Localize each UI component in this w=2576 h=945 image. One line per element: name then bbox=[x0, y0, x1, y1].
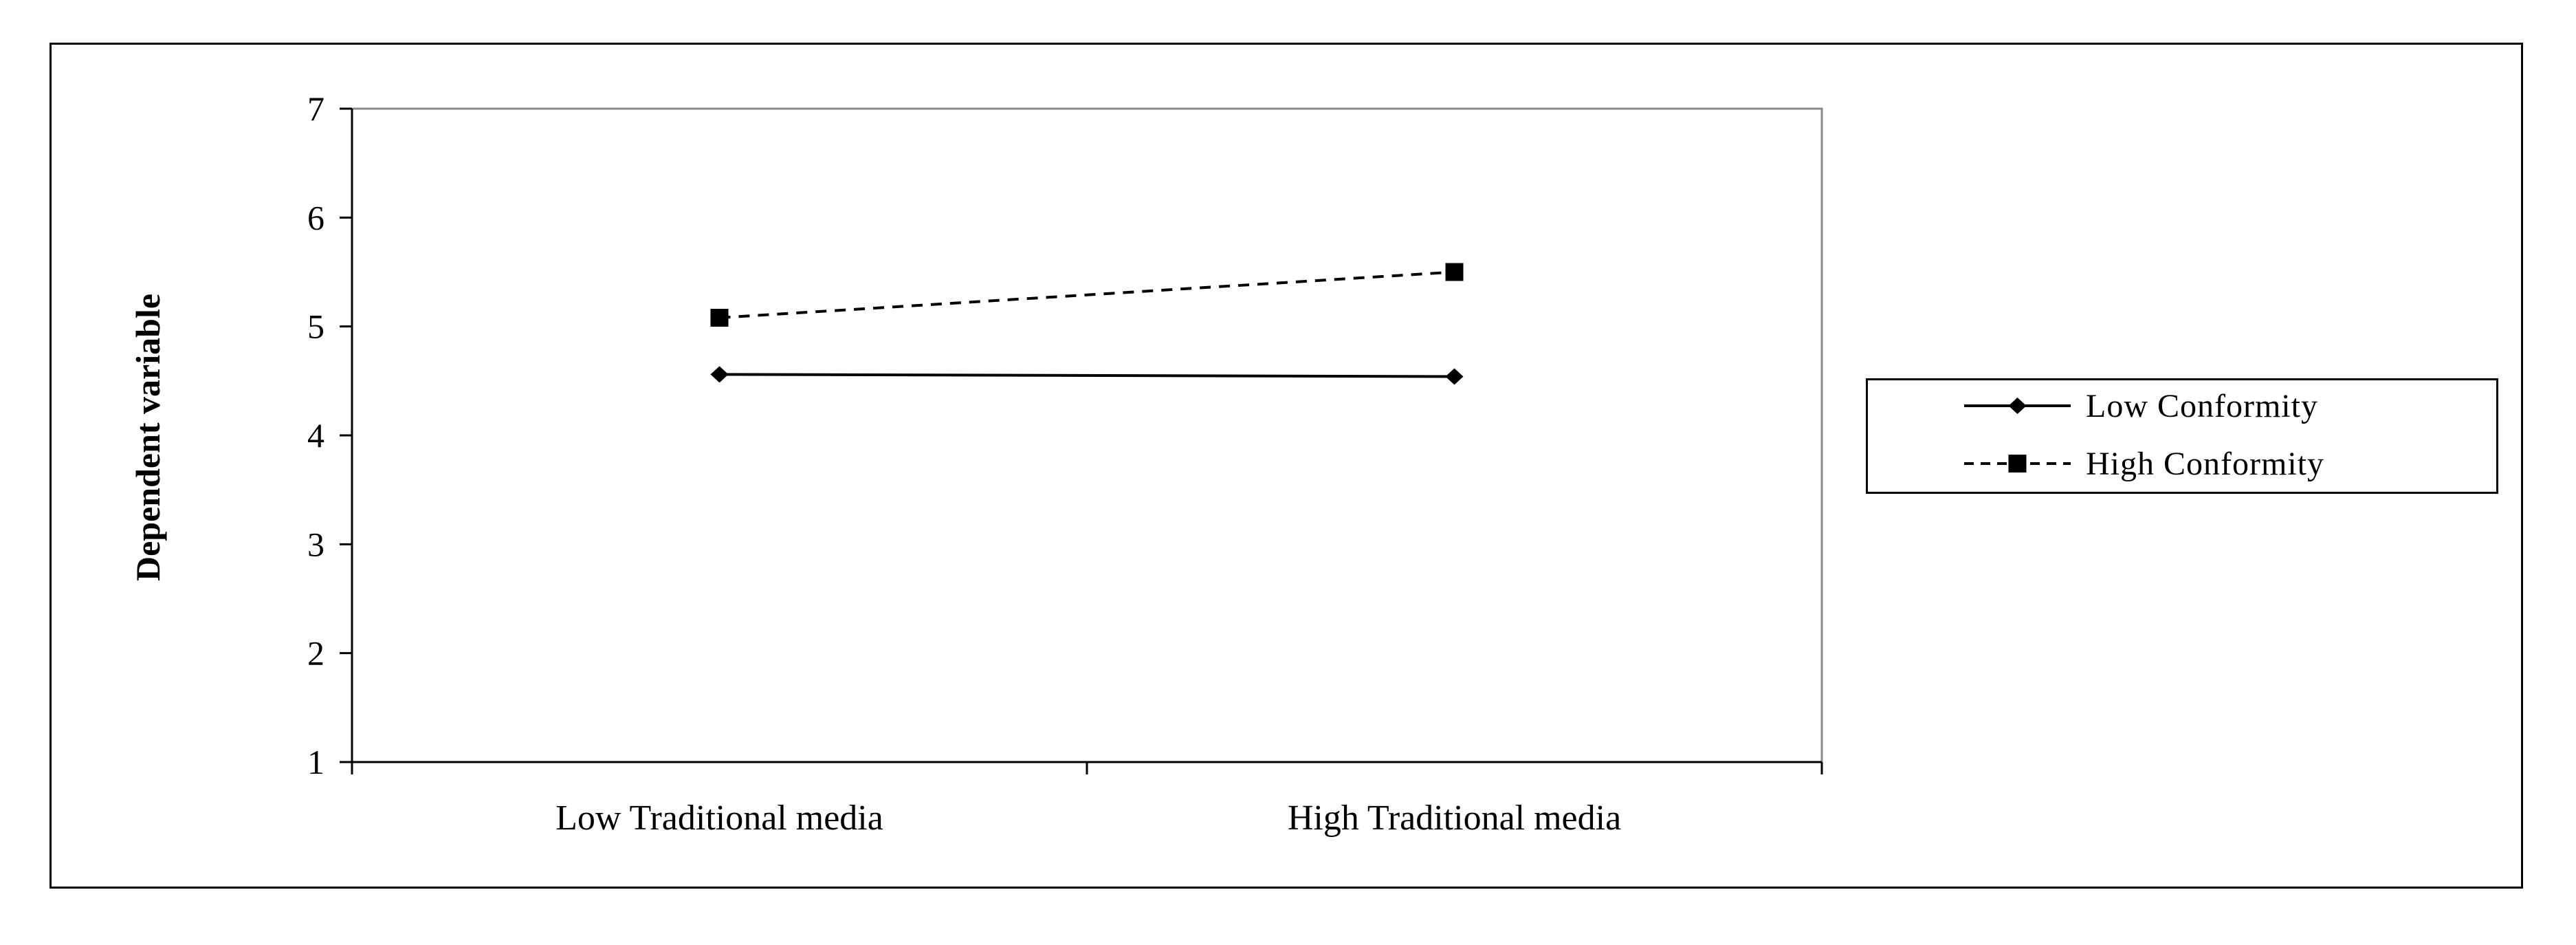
y-tick-label: 3 bbox=[307, 525, 324, 563]
y-axis-title: Dependent variable bbox=[129, 294, 167, 581]
legend-label: High Conformity bbox=[2086, 446, 2324, 482]
y-tick-label: 7 bbox=[307, 89, 324, 128]
y-tick-label: 1 bbox=[307, 743, 324, 781]
data-point-marker bbox=[1445, 263, 1464, 281]
data-point-marker bbox=[710, 309, 729, 327]
y-tick-label: 6 bbox=[307, 198, 324, 237]
data-point-marker bbox=[1445, 368, 1464, 385]
legend-marker bbox=[2008, 455, 2027, 472]
data-point-marker bbox=[710, 366, 729, 383]
legend-items: Low Conformity High Conformity bbox=[1964, 388, 2324, 482]
legend-marker bbox=[2008, 398, 2027, 414]
chart-frame bbox=[49, 43, 2523, 889]
legend-label: Low Conformity bbox=[2086, 388, 2318, 424]
series-line-2 bbox=[719, 270, 1455, 319]
y-axis-ticks: 1 2 3 4 5 6 7 bbox=[307, 89, 352, 781]
x-category-label: High Traditional media bbox=[1288, 799, 1621, 838]
y-tick-label: 4 bbox=[307, 416, 324, 455]
legend bbox=[1866, 378, 2498, 494]
y-tick-label: 2 bbox=[307, 634, 324, 673]
series-layer bbox=[710, 263, 1464, 385]
series-line-1 bbox=[719, 373, 1455, 378]
x-axis-ticks: Low Traditional media High Traditional me… bbox=[351, 762, 1823, 838]
y-tick-label: 5 bbox=[307, 307, 324, 346]
x-category-label: Low Traditional media bbox=[555, 799, 883, 838]
